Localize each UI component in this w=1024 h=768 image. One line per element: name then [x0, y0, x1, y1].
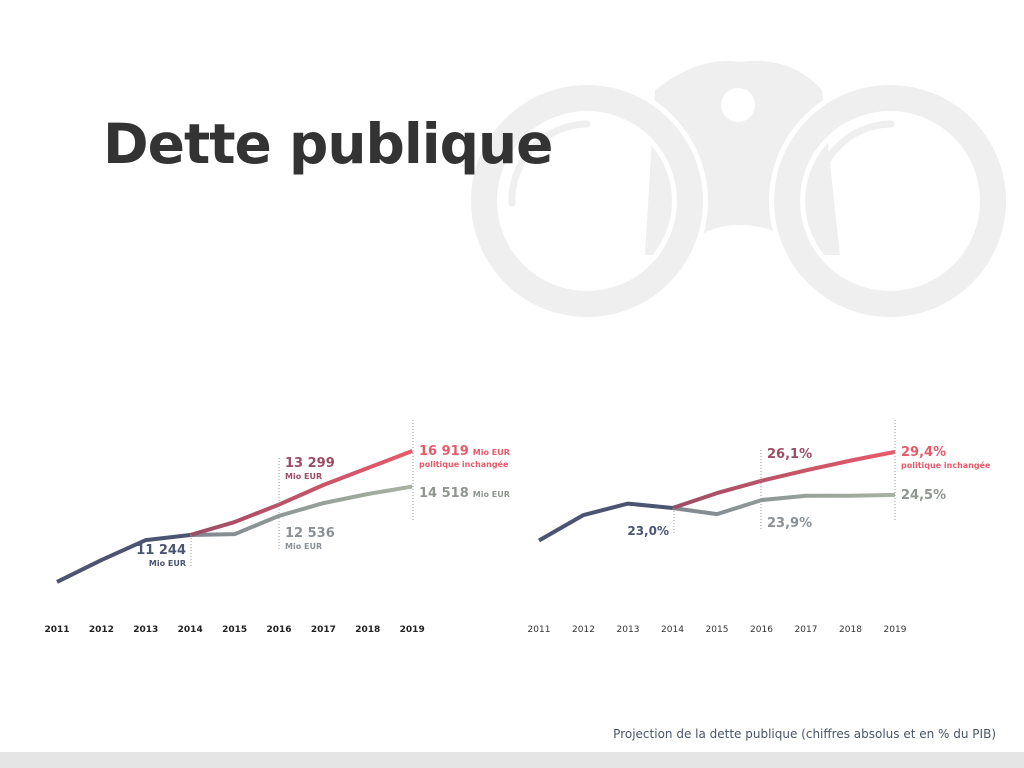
label-2019-high-note: politique inchangée	[419, 459, 509, 469]
x-tick-label: 2017	[795, 625, 818, 635]
footer-bar	[0, 752, 1024, 768]
x-tick-label: 2012	[572, 625, 595, 635]
label-2014-value: 23,0%	[627, 524, 669, 538]
x-tick-label: 2013	[133, 625, 158, 635]
label-2016-high-value: 13 299	[285, 456, 335, 471]
chart-caption: Projection de la dette publique (chiffre…	[613, 727, 996, 741]
x-tick-label: 2017	[311, 625, 336, 635]
label-2019-high-note: politique inchangée	[901, 460, 991, 470]
x-tick-label: 2019	[884, 625, 907, 635]
x-tick-label: 2011	[528, 625, 551, 635]
label-2014-value: 11 244	[136, 543, 186, 558]
series-line-unchanged	[671, 449, 896, 510]
label-2016-low-value: 12 536	[285, 526, 335, 541]
label-2019-low: 14 518 Mio EUR	[419, 486, 510, 501]
x-tick-label: 2012	[89, 625, 114, 635]
page-title: Dette publique	[103, 112, 553, 176]
series-line-historical	[56, 533, 191, 584]
label-2019-high-value: 29,4%	[901, 445, 946, 460]
series-line-other	[672, 492, 896, 517]
x-tick-label: 2014	[178, 625, 203, 635]
x-tick-label: 2018	[839, 625, 862, 635]
x-tick-label: 2014	[661, 625, 684, 635]
label-2019-high-value: 16 919	[419, 444, 469, 459]
chart-percent-gdp: 2011 2012 2013 2014 2015 2016 2017 2018 2019	[528, 449, 907, 635]
label-2019-low-value: 14 518	[419, 486, 469, 501]
series-line-unchanged	[189, 449, 413, 537]
chart-absolute: 2011 2012 2013 2014 2015 2016 2017 2018 2019	[44, 449, 425, 635]
x-tick-label: 2013	[617, 625, 640, 635]
x-tick-label: 2019	[400, 625, 425, 635]
x-tick-label: 2018	[355, 625, 380, 635]
label-2019-low-value: 24,5%	[901, 488, 946, 503]
label-2019-low-unit: Mio EUR	[473, 490, 510, 499]
label-2016-low-value: 23,9%	[767, 516, 812, 531]
series-line-historical	[538, 501, 673, 543]
x-tick-label: 2015	[706, 625, 729, 635]
x-tick-label: 2016	[266, 625, 291, 635]
label-2016-high-value: 26,1%	[767, 447, 812, 462]
label-2019-high-unit: Mio EUR	[473, 448, 510, 457]
x-tick-label: 2011	[44, 625, 69, 635]
label-2014-unit: Mio EUR	[149, 559, 186, 568]
label-2019-high: 16 919 Mio EUR	[419, 444, 510, 459]
label-2016-high-unit: Mio EUR	[285, 472, 322, 481]
x-tick-label: 2016	[750, 625, 773, 635]
label-2016-low-unit: Mio EUR	[285, 542, 322, 551]
x-tick-label: 2015	[222, 625, 247, 635]
series-line-other	[190, 484, 413, 537]
